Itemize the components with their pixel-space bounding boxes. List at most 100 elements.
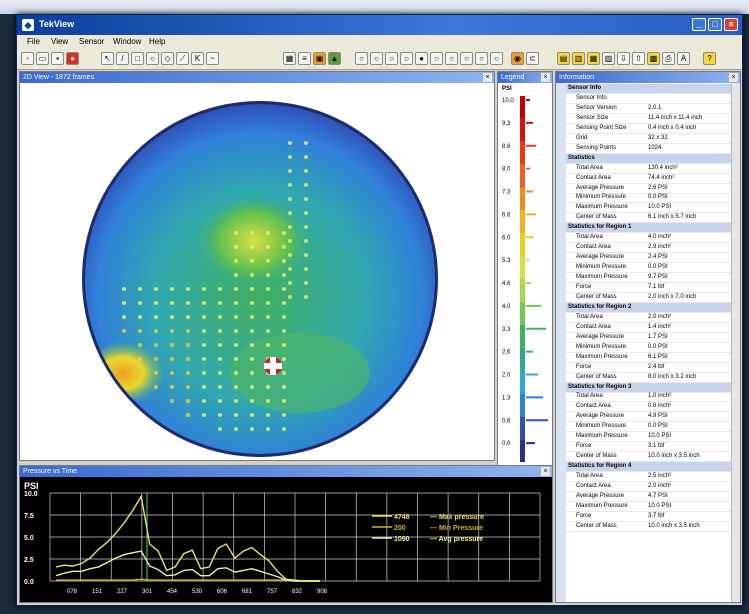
info-row[interactable]: Average Pressure 2.4 PSI	[566, 253, 738, 264]
help-icon[interactable]: ?	[703, 52, 716, 65]
chart-icon[interactable]: ▨	[602, 52, 615, 65]
info-row[interactable]: Maximum Pressure 9.7 PSI	[566, 273, 738, 284]
menu-help[interactable]: Help	[149, 37, 166, 46]
pressure-map[interactable]	[20, 83, 494, 460]
info-row[interactable]: Contact Area 2.9 inch²	[566, 243, 738, 254]
info-row[interactable]: Center of Mass 10.0 inch x 3.5 inch	[566, 522, 738, 532]
menu-window[interactable]: Window	[113, 37, 142, 46]
info-row[interactable]: Contact Area 74.4 inch²	[566, 174, 738, 184]
map-pane-close-icon[interactable]: ×	[483, 73, 492, 82]
info-row[interactable]: Average Pressure 2.6 PSI	[566, 184, 738, 194]
frame-2-icon[interactable]: ○	[370, 52, 383, 65]
info-row[interactable]: Center of Mass 10.0 inch x 3.5 inch	[566, 452, 738, 463]
info-row[interactable]: Total Area 2.0 inch²	[566, 313, 738, 323]
menu-view[interactable]: View	[51, 37, 69, 46]
pen-icon[interactable]: /	[116, 52, 129, 65]
frame-5-icon[interactable]: ●	[415, 52, 428, 65]
text-icon[interactable]: A	[677, 52, 690, 65]
info-row[interactable]: Sensing Points 1024	[566, 144, 738, 154]
info-pane-close-icon[interactable]: ×	[729, 73, 738, 82]
menu-sensor[interactable]: Sensor	[79, 37, 105, 46]
info-row[interactable]: Minimum Pressure 0.0 PSI	[566, 193, 738, 204]
info-row[interactable]: Sensing Point Size 0.4 inch x 0.4 inch	[566, 124, 738, 134]
menu-file[interactable]: File	[27, 37, 40, 46]
map-2d-icon[interactable]: ▣	[313, 52, 326, 65]
graph-pane-close-icon[interactable]: ×	[541, 467, 550, 476]
layout-3-icon[interactable]: ▦	[587, 52, 600, 65]
info-scrollbar[interactable]	[731, 83, 740, 602]
frame-4-icon[interactable]: ○	[400, 52, 413, 65]
report-icon[interactable]: ▩	[647, 52, 660, 65]
info-row[interactable]: Center of Mass 6.1 inch x 5.7 inch	[566, 213, 738, 224]
info-row[interactable]: Contact Area 1.4 inch²	[566, 323, 738, 333]
info-section-header[interactable]: Statistics	[566, 153, 738, 164]
filter-icon[interactable]: ⊂	[526, 52, 539, 65]
record-icon[interactable]: ●	[66, 52, 79, 65]
info-row[interactable]: Contact Area 2.0 inch²	[566, 482, 738, 492]
info-row[interactable]: Minimum Pressure 0.0 PSI	[566, 343, 738, 353]
frame-7-icon[interactable]: ○	[445, 52, 458, 65]
info-row[interactable]: Sensor Info	[566, 94, 738, 104]
info-section-header[interactable]: Statistics for Region 3	[566, 382, 738, 393]
frame-3-icon[interactable]: ○	[385, 52, 398, 65]
snapshot-icon[interactable]: ◉	[511, 52, 524, 65]
info-row[interactable]: Total Area 130.4 inch²	[566, 164, 738, 174]
frame-8-icon[interactable]: ○	[460, 52, 473, 65]
info-row[interactable]: Maximum Pressure 10.0 PSI	[566, 432, 738, 443]
info-row[interactable]: Force 2.4 lbf	[566, 363, 738, 373]
map-3d-icon[interactable]: ▲	[328, 52, 341, 65]
rect-icon[interactable]: □	[131, 52, 144, 65]
info-section-header[interactable]: Sensor Info	[566, 84, 738, 94]
info-row[interactable]: Maximum Pressure 10.0 PSI	[566, 502, 738, 512]
layout-2-icon[interactable]: ▥	[572, 52, 585, 65]
frame-6-icon[interactable]: ○	[430, 52, 443, 65]
info-row[interactable]: Sensor Size 11.4 inch x 11.4 inch	[566, 114, 738, 124]
info-row[interactable]: Minimum Pressure 0.0 PSI	[566, 263, 738, 274]
info-row[interactable]: Center of Mass 2.0 inch x 7.0 inch	[566, 293, 738, 303]
export-icon[interactable]: ⇩	[617, 52, 630, 65]
close-icon[interactable]: ×	[724, 18, 738, 31]
info-row[interactable]: Force 3.7 lbf	[566, 512, 738, 522]
info-row[interactable]: Total Area 2.5 inch²	[566, 472, 738, 483]
info-row[interactable]: Center of Mass 8.0 inch x 3.2 inch	[566, 373, 738, 383]
print-icon[interactable]: ⎙	[662, 52, 675, 65]
table-icon[interactable]: ≡	[298, 52, 311, 65]
ellipse-icon[interactable]: ○	[146, 52, 159, 65]
info-section-header[interactable]: Statistics for Region 4	[566, 462, 738, 473]
info-row[interactable]: Force 3.1 lbf	[566, 442, 738, 453]
info-row[interactable]: Average Pressure 4.7 PSI	[566, 492, 738, 502]
zoom-icon[interactable]: K	[191, 52, 204, 65]
info-row[interactable]: Grid 32 x 32	[566, 134, 738, 144]
info-row[interactable]: Contact Area 0.6 inch²	[566, 402, 738, 413]
info-row[interactable]: Maximum Pressure 6.1 PSI	[566, 353, 738, 363]
frame-10-icon[interactable]: ○	[490, 52, 503, 65]
sensing-point	[138, 329, 142, 333]
frame-1-icon[interactable]: ○	[355, 52, 368, 65]
import-icon[interactable]: ⇧	[632, 52, 645, 65]
info-row[interactable]: Average Pressure 4.9 PSI	[566, 412, 738, 423]
info-row[interactable]: Total Area 1.0 inch²	[566, 392, 738, 403]
new-file-icon[interactable]: ▫	[21, 52, 34, 65]
brush-icon[interactable]: ~	[206, 52, 219, 65]
info-row[interactable]: Average Pressure 1.7 PSI	[566, 333, 738, 343]
save-icon[interactable]: ▪	[51, 52, 64, 65]
frame-9-icon[interactable]: ○	[475, 52, 488, 65]
info-row[interactable]: Maximum Pressure 10.0 PSI	[566, 203, 738, 214]
pointer-icon[interactable]: ↖	[101, 52, 114, 65]
info-row[interactable]: Force 7.1 lbf	[566, 283, 738, 293]
polygon-icon[interactable]: ◇	[161, 52, 174, 65]
info-row[interactable]: Minimum Pressure 0.0 PSI	[566, 422, 738, 433]
grid-icon[interactable]: ▦	[283, 52, 296, 65]
line-icon[interactable]: ⟋	[176, 52, 189, 65]
info-section-header[interactable]: Statistics for Region 2	[566, 302, 738, 313]
info-row[interactable]: Total Area 4.0 inch²	[566, 233, 738, 244]
legend-pane-close-icon[interactable]: ×	[541, 73, 550, 82]
open-folder-icon[interactable]: ▭	[36, 52, 49, 65]
maximize-icon[interactable]: □	[708, 18, 722, 31]
info-row[interactable]: Sensor Version 2.0.1	[566, 104, 738, 114]
minimize-icon[interactable]: _	[692, 18, 706, 31]
layout-1-icon[interactable]: ▤	[557, 52, 570, 65]
title-bar[interactable]: ◆ TekView _ □ ×	[17, 15, 742, 35]
info-section-header[interactable]: Statistics for Region 1	[566, 223, 738, 234]
